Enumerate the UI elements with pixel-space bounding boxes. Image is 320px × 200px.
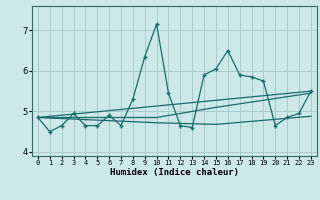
X-axis label: Humidex (Indice chaleur): Humidex (Indice chaleur): [110, 168, 239, 177]
